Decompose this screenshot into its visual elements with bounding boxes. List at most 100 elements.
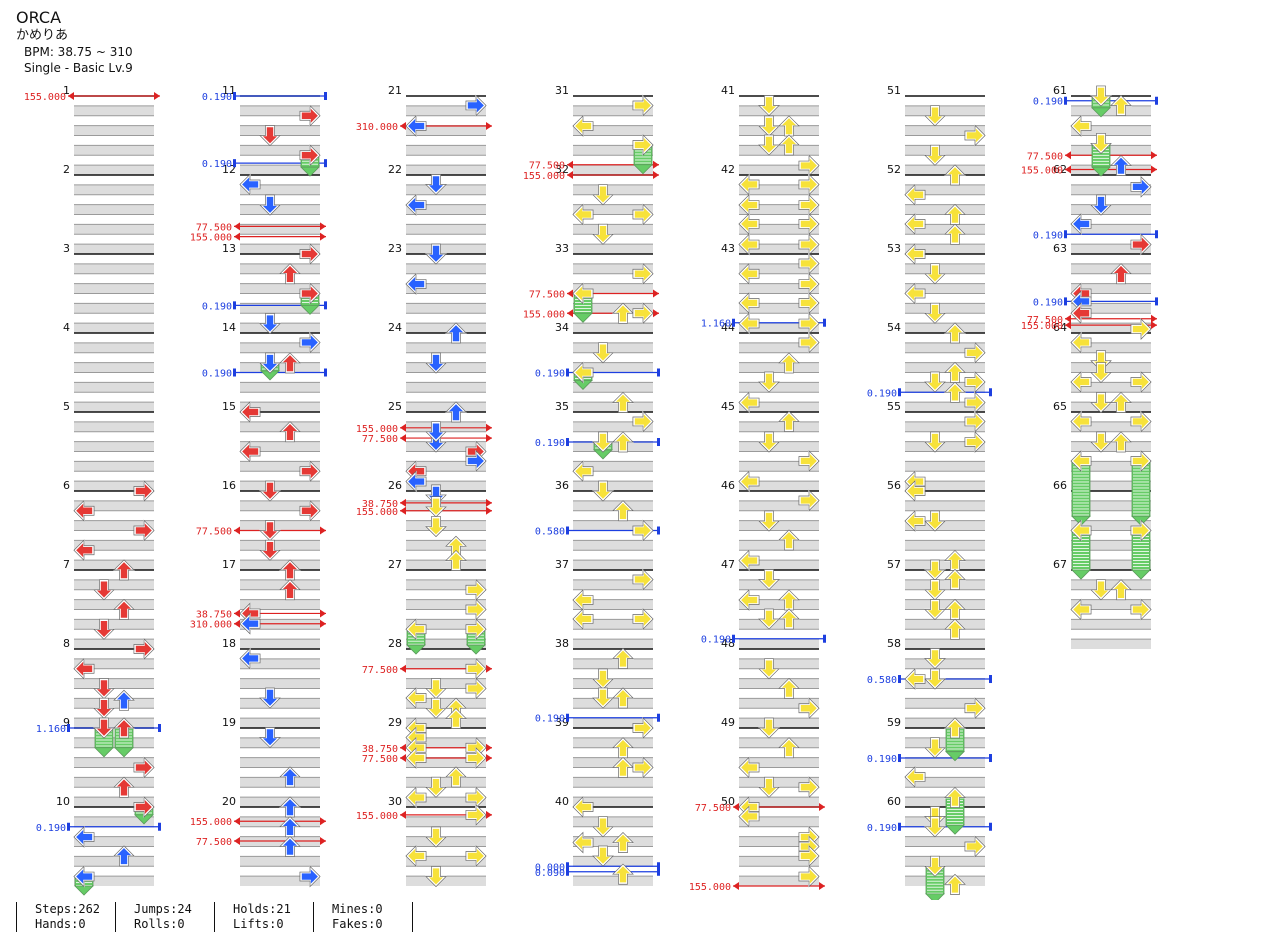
beat-row-shade xyxy=(739,145,819,156)
arrow-outline xyxy=(133,756,155,779)
beat-row-shade xyxy=(406,876,486,886)
beat-row-shade xyxy=(573,323,653,333)
measure-number: 58 xyxy=(887,637,901,650)
arrow-outline xyxy=(758,658,780,680)
arrow-outline xyxy=(632,302,654,325)
arrow-outline xyxy=(778,410,800,432)
stats-divider xyxy=(412,902,413,932)
beat-row-shade xyxy=(1071,441,1151,452)
arrow-outline xyxy=(259,125,281,147)
bpm-label: 77.500 xyxy=(196,837,232,848)
arrow-outline xyxy=(1070,331,1092,354)
arrow-outline xyxy=(592,687,614,709)
arrow-outline xyxy=(465,845,487,867)
beat-row-shade xyxy=(1071,520,1151,531)
beat-row-shade xyxy=(905,816,985,827)
bpm-marker-left xyxy=(400,423,406,432)
arrow-outline xyxy=(964,124,986,147)
beat-row-shade xyxy=(573,441,653,452)
stop-marker-left xyxy=(898,675,901,684)
beat-row-shade xyxy=(406,342,486,353)
arrow-outline xyxy=(445,401,467,423)
stat-group-mines: Mines:0 Fakes:0 xyxy=(313,902,412,932)
stop-marker-left xyxy=(566,368,569,377)
measure-number: 4 xyxy=(63,321,70,334)
stat-hands: Hands:0 xyxy=(35,917,86,931)
stop-marker-right xyxy=(989,822,992,831)
beat-row-shade xyxy=(739,540,819,551)
measure-number: 21 xyxy=(388,84,402,97)
arrow-outline xyxy=(425,484,447,506)
beat-row-shade xyxy=(739,777,819,788)
arrow-outline xyxy=(239,440,261,463)
bpm-marker-right xyxy=(320,817,326,826)
beat-row-shade xyxy=(905,323,985,333)
arrow-outline xyxy=(572,831,594,854)
bpm-marker-left xyxy=(234,232,240,241)
beat-row-shade xyxy=(905,283,985,294)
arrow-outline xyxy=(944,223,966,245)
beat-row-shade xyxy=(905,836,985,847)
beat-row-shade xyxy=(240,737,320,748)
beat-row-shade xyxy=(406,540,486,551)
stop-marker-right xyxy=(657,438,660,447)
bpm-label: 77.500 xyxy=(1027,315,1063,326)
beat-row-shade xyxy=(240,698,320,709)
stop-label: 0.580 xyxy=(867,675,897,686)
beat-row-shade xyxy=(74,698,154,709)
stop-marker-left xyxy=(233,368,236,377)
beat-row-shade xyxy=(739,599,819,610)
arrow-outline xyxy=(259,520,281,542)
arrow-outline xyxy=(632,519,654,542)
bpm-label: 77.500 xyxy=(529,161,565,172)
song-title: ORCA xyxy=(16,8,62,27)
beat-row-shade xyxy=(406,244,486,254)
beat-row-shade xyxy=(573,244,653,254)
arrow-outline xyxy=(1110,94,1132,116)
arrow-outline xyxy=(612,647,634,669)
arrow-outline xyxy=(592,845,614,867)
beat-row-shade xyxy=(573,658,653,669)
bpm-label: 77.500 xyxy=(196,222,232,233)
beat-row-shade xyxy=(74,105,154,116)
arrow-outline xyxy=(93,678,115,700)
beat-row-shade xyxy=(406,658,486,669)
arrow-outline xyxy=(924,806,946,828)
arrow-outline xyxy=(944,873,966,895)
bpm-marker-left xyxy=(234,836,240,845)
beat-row-shade xyxy=(573,145,653,156)
stat-group-steps: Steps:262 Hands:0 xyxy=(16,902,115,932)
beat-row-shade xyxy=(573,165,653,175)
bpm-marker-left xyxy=(234,222,240,231)
measure-number: 36 xyxy=(555,479,569,492)
arrow-outline xyxy=(964,371,986,393)
arrow-outline xyxy=(465,747,487,769)
measure-number: 46 xyxy=(721,479,735,492)
beat-row-shade xyxy=(74,658,154,669)
arrow-outline xyxy=(1070,115,1092,137)
beat-row-shade xyxy=(74,283,154,294)
beat-row-shade xyxy=(739,323,819,333)
bpm-marker-right xyxy=(486,754,492,763)
arrow-outline xyxy=(133,638,155,660)
bpm-marker-right xyxy=(486,810,492,819)
bpm-marker-left xyxy=(733,803,739,811)
arrow-outline xyxy=(612,863,634,885)
beat-row-shade xyxy=(406,224,486,235)
beat-row-shade xyxy=(74,856,154,867)
song-artist: かめりあ xyxy=(16,28,69,43)
beat-row-shade xyxy=(573,105,653,116)
beat-row-shade xyxy=(74,619,154,630)
stop-marker-left xyxy=(566,438,569,447)
beat-row-shade xyxy=(905,658,985,669)
arrow-outline xyxy=(904,213,926,235)
arrow-outline xyxy=(133,796,155,818)
beat-row-shade xyxy=(905,362,985,373)
bpm-marker-right xyxy=(320,836,326,845)
beat-row-shade xyxy=(240,283,320,294)
beat-row-shade xyxy=(1071,560,1151,570)
arrow-outline xyxy=(1130,371,1152,393)
beat-row-shade xyxy=(573,362,653,373)
arrow-outline xyxy=(738,292,760,314)
bpm-marker-left xyxy=(1065,314,1071,323)
